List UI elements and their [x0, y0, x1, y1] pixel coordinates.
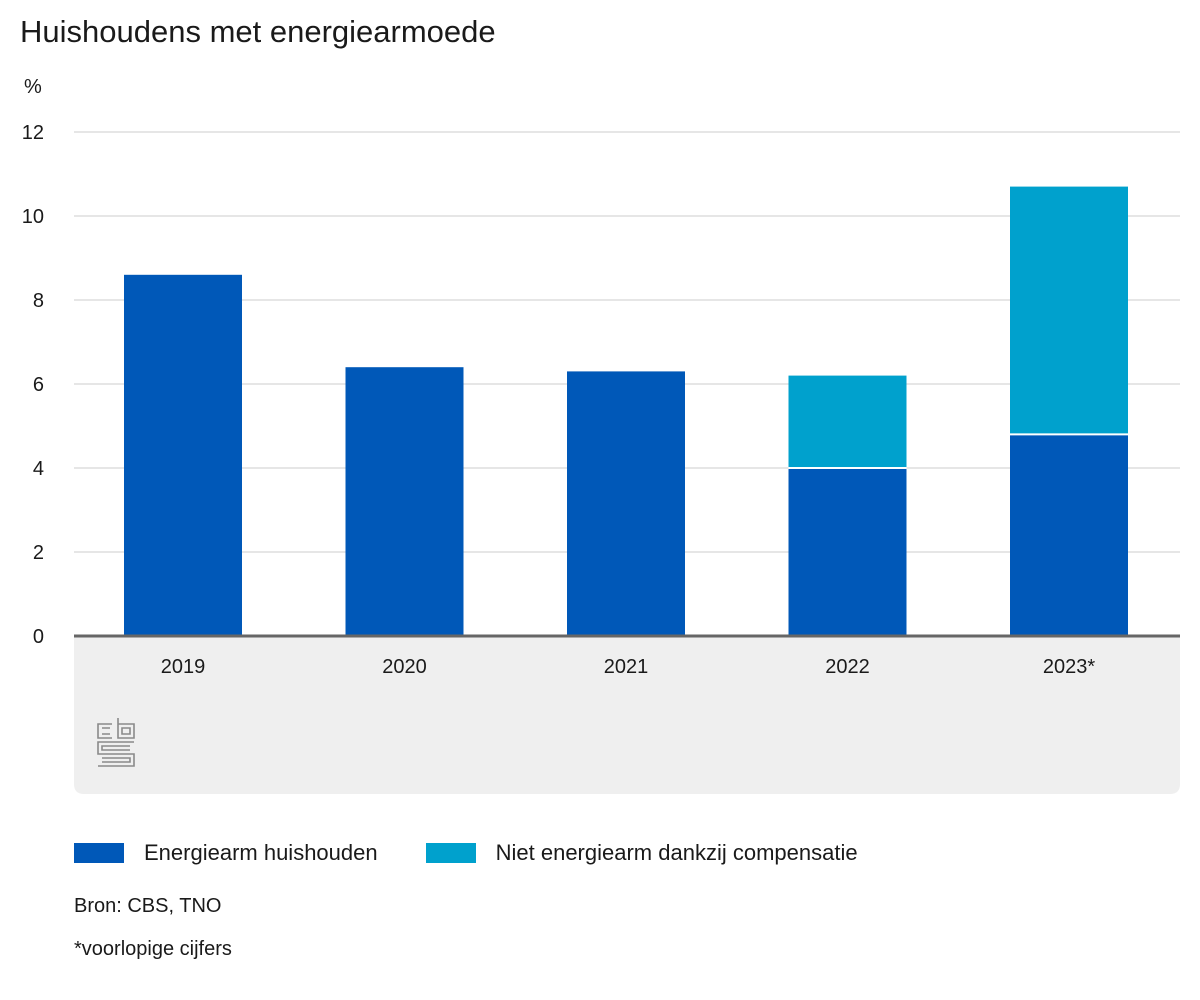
- bar-2022-series-2: [788, 375, 907, 468]
- y-axis-unit-label: %: [24, 76, 42, 98]
- cbs-logo-icon: [97, 718, 135, 767]
- footnote: *voorlopige cijfers: [74, 938, 232, 960]
- y-tick-label-0: 0: [33, 626, 44, 648]
- legend-swatch-compensatie: [425, 843, 476, 863]
- logo-s: [97, 741, 135, 767]
- legend: Energiearm huishouden Niet energiearm da…: [74, 840, 906, 866]
- source-note: Bron: CBS, TNO: [74, 895, 222, 917]
- x-tick-label-2021: 2021: [604, 656, 649, 678]
- chart-title: Huishoudens met energiearmoede: [20, 14, 496, 49]
- legend-swatch-energiearm: [74, 843, 124, 863]
- bar-chart: 0 2 4 6 8 10 12 2019 2020 2021 2022 2023*: [22, 122, 1180, 794]
- x-tick-label-2020: 2020: [382, 656, 427, 678]
- y-tick-label-2: 2: [33, 542, 44, 564]
- y-tick-label-10: 10: [22, 206, 44, 228]
- legend-label-compensatie: Niet energiearm dankzij compensatie: [495, 840, 858, 865]
- bar-2023-series-2: [1010, 186, 1128, 435]
- bar-2023-series-1: [1010, 434, 1128, 636]
- x-tick-label-2022: 2022: [825, 656, 870, 678]
- y-tick-label-12: 12: [22, 122, 44, 144]
- x-tick-label-2023: 2023*: [1043, 656, 1095, 678]
- y-tick-label-4: 4: [33, 458, 44, 480]
- y-tick-label-6: 6: [33, 374, 44, 396]
- bar-2020-series-1: [345, 367, 464, 636]
- legend-label-energiearm: Energiearm huishouden: [144, 840, 378, 865]
- bar-2019-series-1: [124, 274, 242, 636]
- legend-item-compensatie: Niet energiearm dankzij compensatie: [425, 840, 858, 866]
- bar-2021-series-1: [567, 371, 685, 636]
- legend-item-energiearm: Energiearm huishouden: [74, 840, 378, 866]
- y-tick-label-8: 8: [33, 290, 44, 312]
- bar-2022-series-1: [788, 468, 907, 636]
- x-axis-panel: [74, 636, 1180, 794]
- x-tick-label-2019: 2019: [161, 656, 206, 678]
- logo-c: [97, 723, 112, 739]
- logo-b: [117, 718, 135, 739]
